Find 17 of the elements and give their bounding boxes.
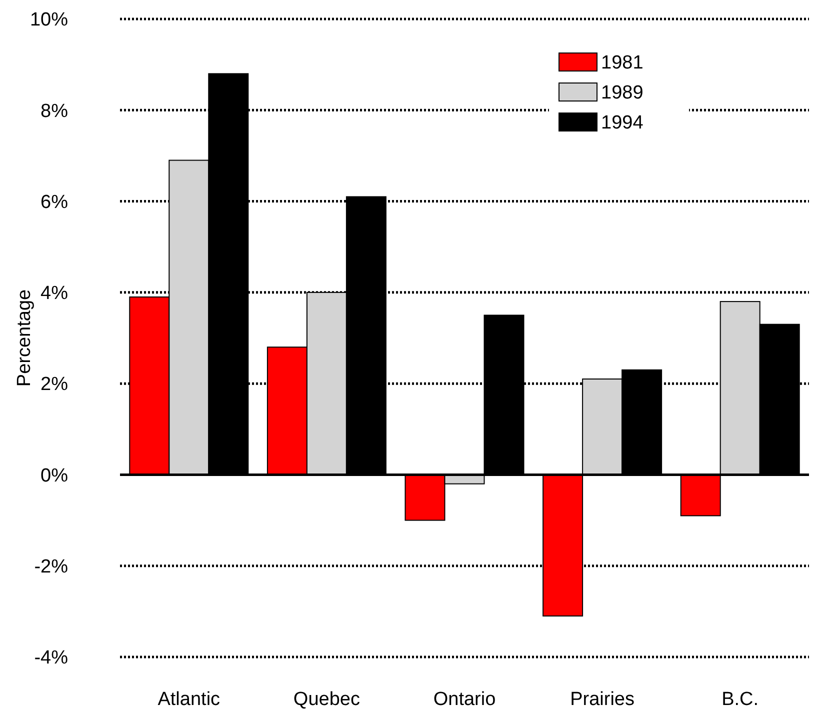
- x-tick-label: Ontario: [433, 689, 496, 710]
- y-tick-label: 2%: [40, 374, 68, 396]
- y-tick-label: -4%: [34, 648, 68, 669]
- y-tick-label: 0%: [40, 465, 68, 486]
- x-tick-label: Quebec: [293, 689, 360, 710]
- legend-label: 1989: [601, 82, 644, 104]
- x-tick-label: Prairies: [570, 689, 635, 710]
- legend-label: 1994: [601, 112, 644, 134]
- y-axis-title: Percentage: [14, 289, 35, 387]
- y-tick-label: 6%: [40, 192, 68, 213]
- y-tick-label: 4%: [40, 283, 68, 304]
- y-tick-label: 10%: [30, 10, 68, 31]
- x-tick-label: B.C.: [722, 689, 759, 710]
- y-tick-label: 8%: [40, 100, 68, 122]
- x-tick-label: Atlantic: [158, 689, 220, 710]
- legend-label: 1981: [601, 52, 644, 74]
- y-tick-label: -2%: [34, 556, 68, 578]
